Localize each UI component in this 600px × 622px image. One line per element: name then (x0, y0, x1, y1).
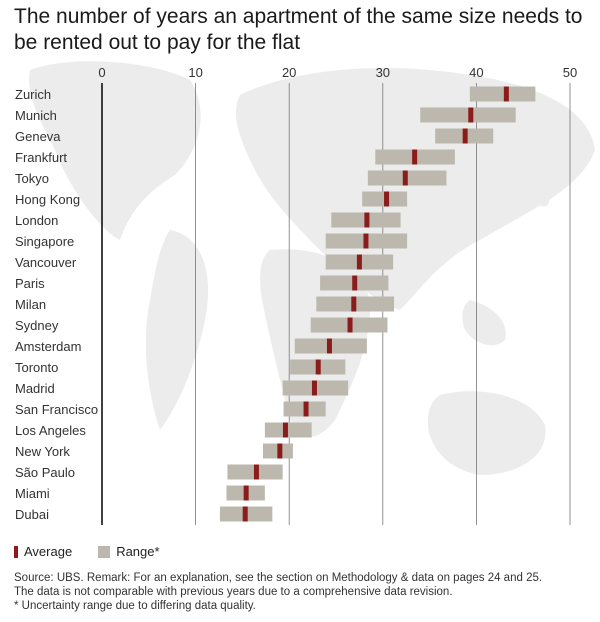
x-tick-label: 40 (469, 65, 483, 80)
source-line-2: The data is not comparable with previous… (14, 586, 453, 598)
average-marker (242, 506, 248, 522)
average-marker (243, 485, 249, 501)
legend-range-swatch (98, 545, 111, 558)
average-marker (402, 170, 408, 186)
x-tick-label: 30 (376, 65, 390, 80)
bars-layer (219, 86, 536, 522)
x-axis-ticks: 0 10 20 30 40 50 (98, 65, 577, 80)
category-label: Tokyo (15, 171, 49, 186)
category-label: Toronto (15, 360, 58, 375)
category-label: Miami (15, 486, 50, 501)
range-bar (264, 422, 312, 438)
source-note: Source: UBS. Remark: For an explanation,… (14, 571, 594, 613)
category-label: Munich (15, 108, 57, 123)
category-label: San Francisco (15, 402, 98, 417)
category-label: Frankfurt (15, 150, 67, 165)
category-label: Paris (15, 276, 45, 291)
average-marker (277, 443, 283, 459)
legend-average-swatch (14, 545, 18, 558)
average-marker (347, 317, 353, 333)
y-axis-categories: Zurich Munich Geneva Frankfurt Tokyo Hong Kon… (15, 87, 98, 522)
category-label: Los Angeles (15, 423, 86, 438)
legend-range-label: Range* (116, 544, 160, 559)
category-label: Amsterdam (15, 339, 81, 354)
x-tick-label: 50 (563, 65, 577, 80)
category-label: Geneva (15, 129, 61, 144)
category-label: Sydney (15, 318, 59, 333)
average-marker (468, 107, 474, 123)
x-tick-label: 0 (98, 65, 105, 80)
average-marker (253, 464, 259, 480)
legend: Average Range* (14, 544, 160, 559)
average-marker (462, 128, 468, 144)
source-line-3: * Uncertainty range due to differing dat… (14, 600, 256, 612)
category-label: Singapore (15, 234, 74, 249)
range-bar-chart: 0 10 20 30 40 50 Zurich Munich Geneva Frankfurt T… (15, 61, 595, 525)
average-marker (315, 359, 321, 375)
chart-title: The number of years an apartment of the … (14, 5, 583, 54)
average-marker (363, 233, 369, 249)
category-label: New York (15, 444, 70, 459)
range-bar (420, 107, 516, 123)
world-map-background (29, 61, 595, 475)
category-label: Milan (15, 297, 46, 312)
average-marker (356, 254, 362, 270)
average-marker (282, 422, 288, 438)
average-marker (364, 212, 370, 228)
average-marker (384, 191, 390, 207)
x-tick-label: 10 (188, 65, 202, 80)
average-marker (303, 401, 309, 417)
category-label: Dubai (15, 507, 49, 522)
category-label: São Paulo (15, 465, 75, 480)
category-label: London (15, 213, 58, 228)
average-marker (326, 338, 332, 354)
range-bar (469, 86, 536, 102)
category-label: Zurich (15, 87, 51, 102)
average-marker (311, 380, 317, 396)
legend-average-label: Average (24, 544, 73, 559)
average-marker (352, 275, 358, 291)
average-marker (503, 86, 509, 102)
category-label: Vancouver (15, 255, 77, 270)
x-tick-label: 20 (282, 65, 296, 80)
average-marker (412, 149, 418, 165)
category-label: Hong Kong (15, 192, 80, 207)
category-label: Madrid (15, 381, 55, 396)
average-marker (351, 296, 357, 312)
source-line-1: Source: UBS. Remark: For an explanation,… (14, 572, 543, 584)
